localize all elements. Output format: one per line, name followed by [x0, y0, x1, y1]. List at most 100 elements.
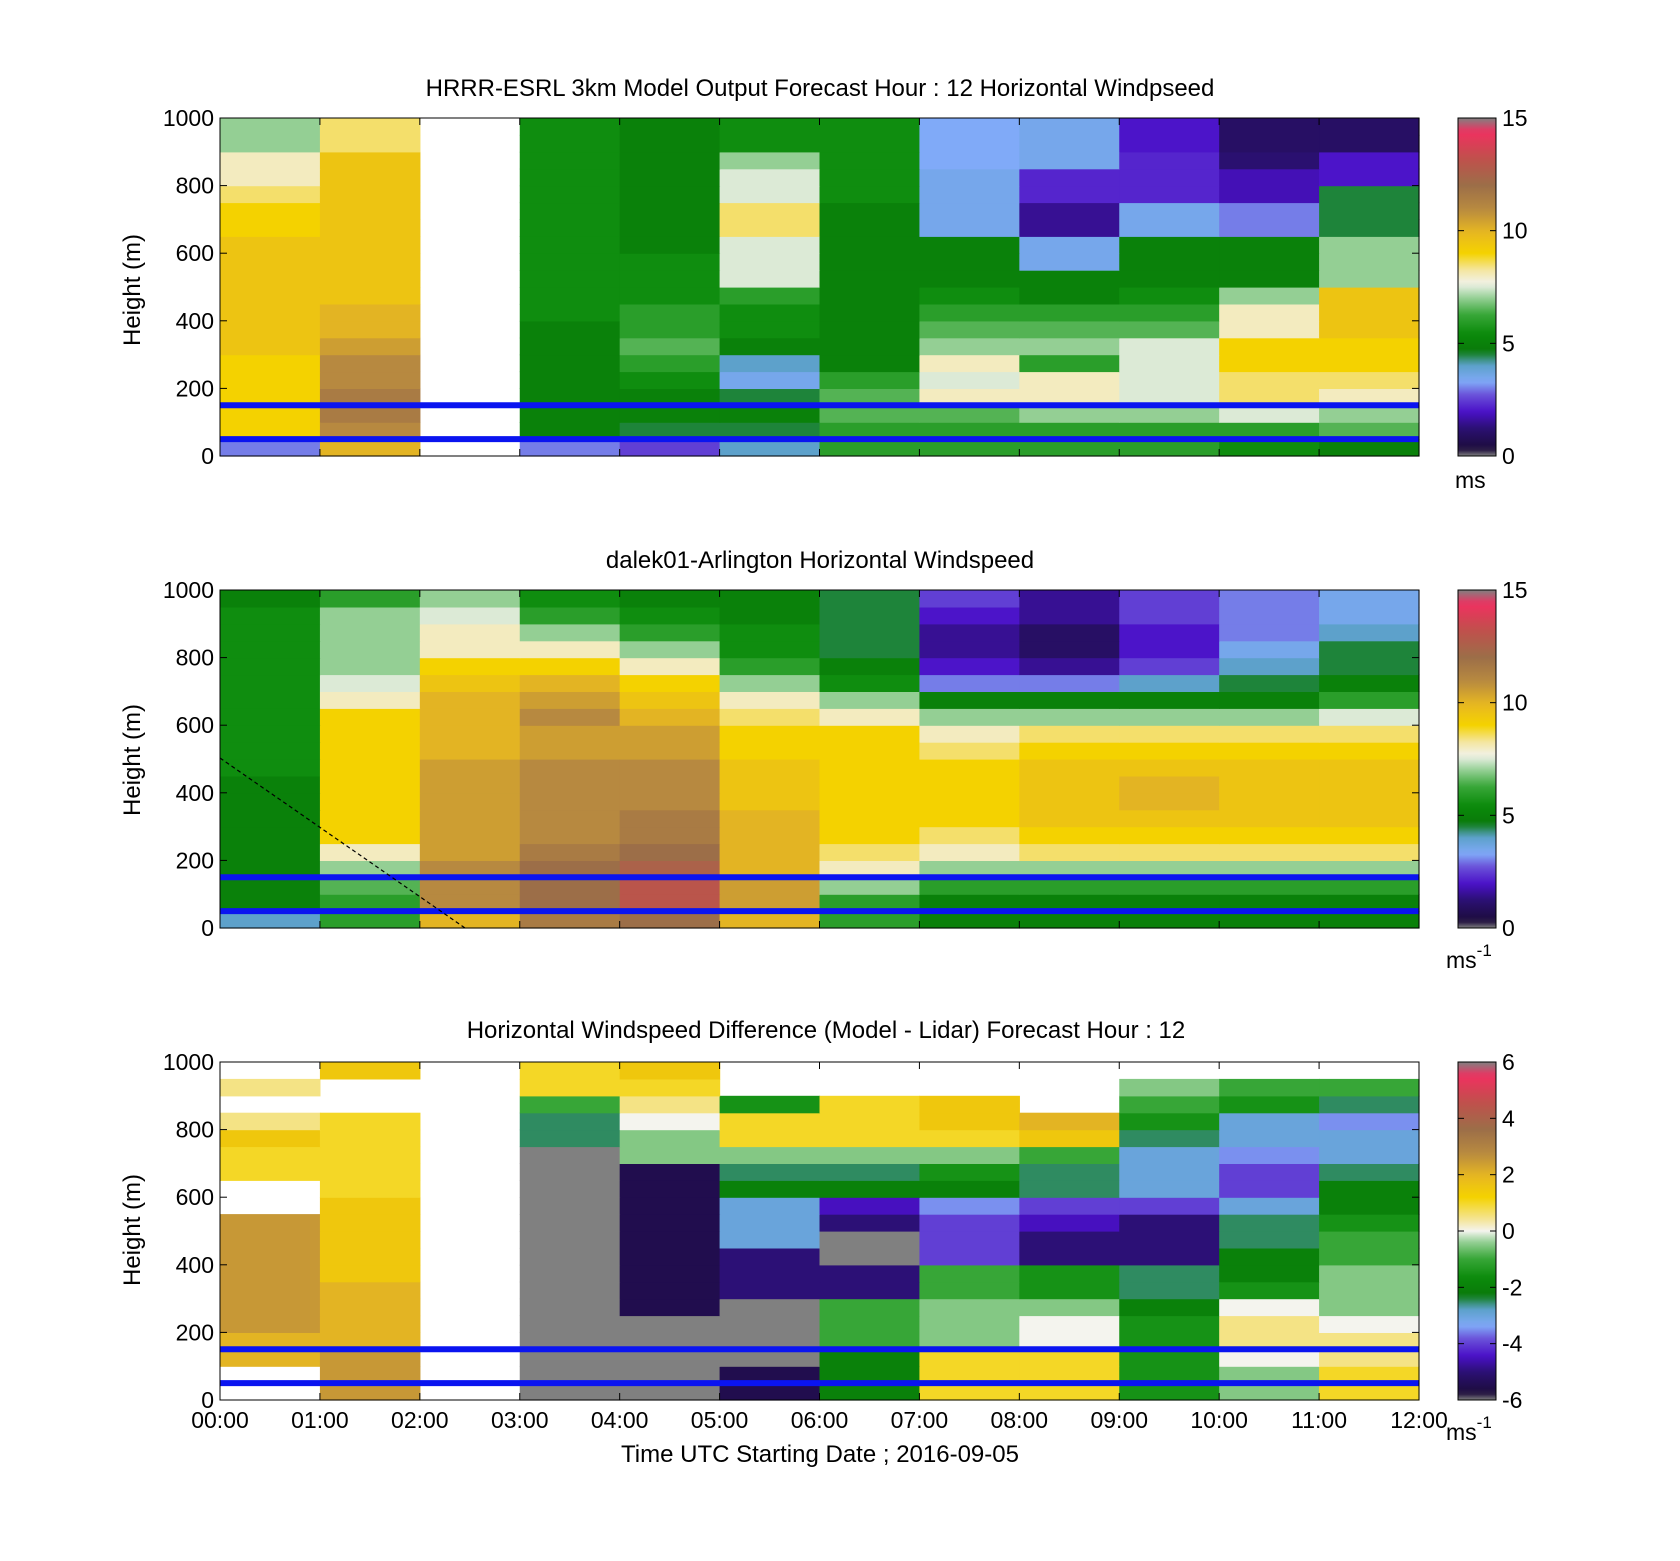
heatmap-cell	[519, 1163, 621, 1181]
y-tick-label: 0	[201, 915, 214, 941]
colorbar-unit: ms	[1455, 467, 1486, 493]
heatmap-cell	[1219, 792, 1320, 811]
heatmap-cell	[1319, 1281, 1420, 1300]
heatmap-cell	[919, 354, 1020, 373]
heatmap-cell	[1219, 606, 1320, 625]
heatmap-cell	[1319, 1366, 1420, 1384]
heatmap-cell	[1219, 1366, 1320, 1384]
heatmap-cell	[1219, 1129, 1320, 1148]
heatmap-cell	[220, 809, 321, 828]
heatmap-cell	[919, 691, 1020, 709]
y-tick-label: 800	[176, 173, 214, 199]
heatmap-cell	[619, 253, 721, 271]
heatmap-cell	[319, 405, 421, 423]
heatmap-cell	[619, 236, 721, 254]
colorbar-tick-label: -6	[1502, 1387, 1522, 1413]
heatmap-cell	[1319, 1163, 1420, 1181]
heatmap-cell	[719, 792, 821, 811]
heatmap-cell	[619, 691, 721, 709]
heatmap-cell	[1019, 1231, 1120, 1249]
colorbar-tick-label: 15	[1502, 105, 1528, 131]
heatmap-cell	[1019, 657, 1120, 676]
heatmap-cell	[519, 623, 621, 642]
heatmap-cell	[319, 236, 421, 254]
heatmap-cell	[619, 185, 721, 204]
heatmap-cell	[819, 1298, 921, 1317]
heatmap-cell	[919, 168, 1020, 187]
x-tick-label: 08:00	[991, 1407, 1049, 1433]
heatmap-cell	[919, 1264, 1020, 1283]
heatmap-cell	[1319, 134, 1420, 153]
y-tick-label: 600	[176, 712, 214, 738]
heatmap-cell	[619, 877, 721, 895]
heatmap-cell	[619, 894, 721, 912]
heatmap-cell	[1119, 236, 1220, 254]
heatmap-cell	[819, 185, 921, 204]
heatmap-cell	[220, 253, 321, 271]
heatmap-cell	[919, 439, 1020, 457]
heatmap-cell	[419, 775, 521, 794]
heatmap-cell	[220, 219, 321, 237]
heatmap-cell	[819, 371, 921, 389]
heatmap-cell	[1119, 1231, 1220, 1249]
heatmap-cell	[220, 151, 321, 170]
heatmap-cell	[1119, 826, 1220, 845]
heatmap-cell	[1219, 623, 1320, 642]
heatmap-cell	[1019, 759, 1120, 777]
heatmap-cell	[919, 270, 1020, 288]
heatmap-cell	[1119, 775, 1220, 794]
heatmap-cell	[519, 1078, 621, 1097]
heatmap-cell	[819, 759, 921, 777]
heatmap-cell	[719, 388, 821, 406]
heatmap-cell	[1019, 742, 1120, 760]
heatmap-cell	[619, 1264, 721, 1283]
heatmap-cell	[1019, 439, 1120, 457]
heatmap-cell	[1119, 1112, 1220, 1131]
heatmap-cell	[719, 657, 821, 676]
heatmap-cell	[1019, 1214, 1120, 1232]
heatmap-cell	[1219, 270, 1320, 288]
heatmap-cell	[220, 303, 321, 322]
colorbar-tick-label: 0	[1502, 443, 1515, 469]
heatmap-cell	[1119, 894, 1220, 912]
heatmap-cell	[919, 860, 1020, 878]
heatmap-cell	[919, 606, 1020, 625]
heatmap-cell	[919, 1112, 1020, 1131]
heatmap-cell	[519, 118, 621, 136]
x-tick-label: 11:00	[1291, 1407, 1347, 1433]
heatmap-cell	[220, 1163, 321, 1181]
heatmap-cell	[919, 151, 1020, 170]
heatmap-cell	[1319, 1112, 1420, 1131]
heatmap-cell	[1119, 1383, 1220, 1401]
heatmap-cell	[719, 1366, 821, 1384]
heatmap-cell	[1119, 151, 1220, 170]
heatmap-cell	[619, 1281, 721, 1300]
heatmap-cell	[519, 287, 621, 305]
heatmap-cell	[220, 337, 321, 356]
heatmap-cell	[220, 1146, 321, 1164]
heatmap-cell	[1219, 911, 1320, 929]
y-tick-label: 800	[176, 645, 214, 671]
heatmap-cell	[919, 1349, 1020, 1367]
heatmap-cell	[1019, 725, 1120, 743]
heatmap-cell	[619, 725, 721, 743]
heatmap-cell	[719, 134, 821, 153]
heatmap-cell	[1119, 1095, 1220, 1114]
heatmap-cell	[1019, 236, 1120, 254]
panel-difference: Horizontal Windspeed Difference (Model -…	[119, 1017, 1523, 1445]
heatmap-cell	[419, 911, 521, 929]
heatmap-cell	[619, 809, 721, 828]
heatmap-cell	[1019, 640, 1120, 659]
x-tick-label: 12:00	[1390, 1407, 1448, 1433]
heatmap-cell	[220, 354, 321, 373]
heatmap-cell	[319, 287, 421, 305]
heatmap-cell	[319, 439, 421, 457]
heatmap-cell	[419, 860, 521, 878]
heatmap-cell	[1319, 1129, 1420, 1148]
x-tick-label: 00:00	[191, 1407, 249, 1433]
heatmap-cell	[1119, 118, 1220, 136]
heatmap-cell	[619, 371, 721, 389]
heatmap-cell	[719, 826, 821, 845]
heatmap-cell	[220, 1332, 321, 1350]
